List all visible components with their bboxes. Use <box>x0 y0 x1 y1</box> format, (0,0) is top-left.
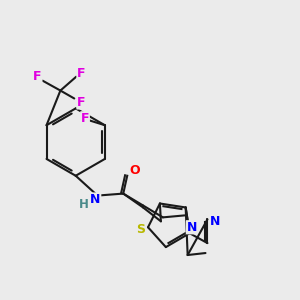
Text: N: N <box>210 215 220 228</box>
Text: F: F <box>77 67 85 80</box>
Text: N: N <box>186 221 197 234</box>
Text: F: F <box>33 70 42 83</box>
Text: F: F <box>81 112 89 125</box>
Text: O: O <box>130 164 140 177</box>
Text: S: S <box>136 223 146 236</box>
Text: H: H <box>79 198 88 211</box>
Text: N: N <box>90 193 101 206</box>
Text: F: F <box>77 96 85 109</box>
